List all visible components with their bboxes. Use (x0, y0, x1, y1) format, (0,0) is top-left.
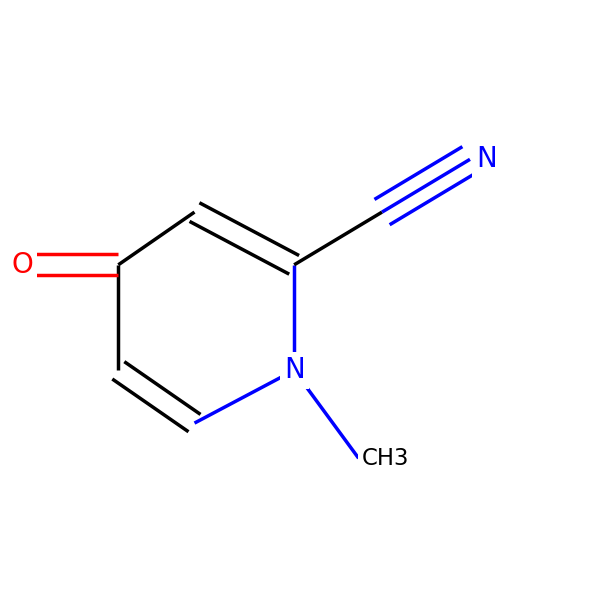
Text: CH3: CH3 (362, 447, 409, 470)
Text: N: N (284, 356, 305, 385)
Text: N: N (476, 145, 497, 173)
Text: O: O (11, 251, 34, 279)
